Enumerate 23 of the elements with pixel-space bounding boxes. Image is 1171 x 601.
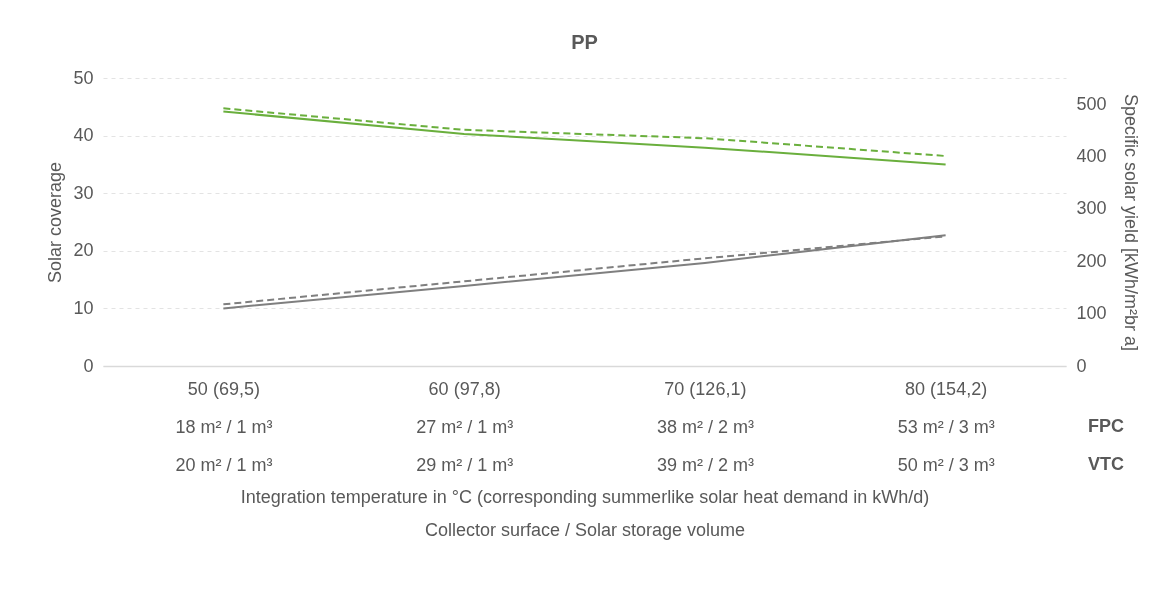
x-tick-label: 50 (69,5) 18 m² / 1 m³ 20 m² / 1 m³ [175,378,273,475]
chart-title: PP [571,31,598,53]
x-axis-title: Integration temperature in °C (corresponding summerlike solar heat demand in kWh/d) Collector surface / Solar storage volume [240,486,930,540]
y2-tick-label: 200 [1076,250,1107,271]
y2-tick-label: 300 [1076,198,1107,219]
line-series [222,110,947,166]
y-tick-label: 30 [73,182,94,203]
y-tick-label: 0 [83,355,94,376]
y-tick-label: 40 [73,125,94,146]
y-axis-title: Solar coverage [45,161,66,284]
y-tick-label: 50 [73,67,94,88]
y2-tick-label: 0 [1076,355,1087,376]
y-tick-label: 10 [73,297,94,318]
y-tick-label: 20 [73,240,94,261]
y2-tick-label: 500 [1076,93,1107,114]
x-tick-label: 60 (97,8) 27 m² / 1 m³ 29 m² / 1 m³ [416,378,514,475]
text: FPC [1088,416,1124,436]
y2-tick-label: 400 [1076,146,1107,167]
x-tick-label: 70 (126,1) 38 m² / 2 m³ 39 m² / 2 m³ [656,378,754,475]
y2-axis-title: Specific solar yield [kWh/m²br a] [1120,93,1141,352]
y2-tick-label: 100 [1076,303,1107,324]
text: VTC [1088,454,1124,474]
x-tick-label: 80 (154,2) 53 m² / 3 m³ 50 m² / 3 m³ [897,378,995,475]
